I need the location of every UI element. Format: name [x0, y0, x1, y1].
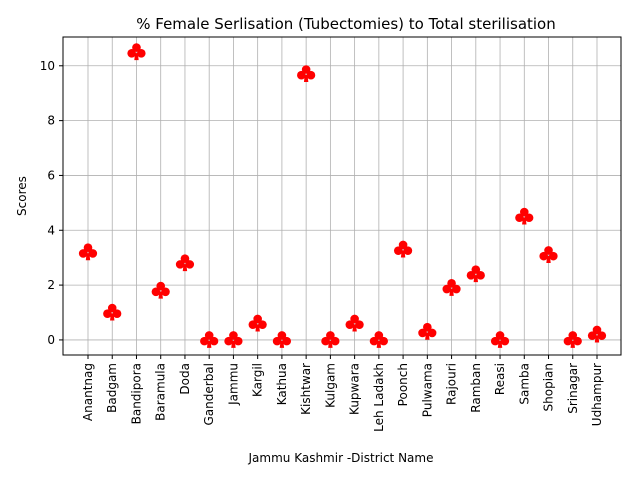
x-tick-label: Ramban — [469, 363, 483, 413]
x-tick-label: Bandipora — [129, 363, 143, 424]
x-tick-label: Pulwama — [420, 363, 434, 417]
x-tick-label: Rajouri — [445, 363, 459, 405]
x-tick-label: Kargil — [251, 363, 265, 397]
data-point-kupwara — [345, 314, 364, 332]
y-tick-label: 6 — [47, 168, 55, 182]
data-point-rajouri — [442, 279, 461, 296]
data-point-ramban — [466, 265, 485, 283]
data-point-pulwama — [418, 322, 437, 340]
plot-frame — [62, 36, 622, 356]
y-tick-label: 0 — [47, 333, 55, 347]
data-point-kulgam — [321, 331, 340, 348]
y-tick-label: 10 — [40, 59, 55, 73]
data-point-reasi — [490, 331, 510, 348]
x-tick-label: Samba — [517, 363, 531, 405]
data-point-bandipora — [127, 43, 146, 61]
x-axis-label: Jammu Kashmir -District Name — [248, 451, 434, 465]
data-point-samba — [515, 207, 534, 225]
x-tick-label: Kathua — [275, 363, 289, 405]
data-point-shopian — [539, 246, 558, 263]
chart-title: % Female Serlisation (Tubectomies) to To… — [136, 15, 556, 33]
x-tick-label: Shopian — [542, 363, 556, 411]
data-point-udhampur — [587, 325, 607, 343]
x-tick-label: Kulgam — [323, 363, 337, 408]
data-point-doda — [175, 254, 195, 272]
y-axis-ticks: 0 2 4 6 8 10 — [40, 59, 63, 347]
x-tick-label: Leh Ladakh — [372, 363, 386, 432]
data-point-poonch — [393, 240, 413, 258]
x-tick-label: Udhampur — [590, 363, 604, 426]
x-tick-label: Ganderbal — [202, 363, 216, 426]
x-tick-label: Doda — [178, 363, 192, 395]
data-point-anantnag — [78, 243, 98, 261]
x-axis-ticks: Anantnag Badgam Bandipora Baramula Doda Gande… — [81, 355, 604, 432]
x-tick-label: Kupwara — [348, 363, 362, 415]
data-point-kathua — [272, 331, 292, 348]
data-point-srinagar — [563, 331, 582, 348]
x-tick-label: Anantnag — [81, 363, 95, 421]
x-tick-label: Poonch — [396, 363, 410, 406]
data-points — [78, 43, 607, 348]
x-tick-label: Badgam — [105, 363, 119, 413]
x-tick-label: Kishtwar — [299, 363, 313, 415]
y-tick-label: 8 — [47, 114, 55, 128]
data-point-jammu — [224, 331, 243, 348]
x-tick-label: Srinagar — [566, 363, 580, 414]
data-point-leh-ladakh — [369, 331, 388, 348]
data-point-badgam — [103, 303, 122, 321]
grid-lines — [63, 37, 621, 355]
data-point-kishtwar — [297, 65, 316, 83]
data-point-kargil — [248, 314, 267, 332]
data-point-baramula — [151, 281, 170, 299]
data-point-ganderbal — [200, 331, 219, 348]
y-axis-label: Scores — [15, 176, 29, 216]
x-tick-label: Reasi — [493, 363, 507, 395]
y-tick-label: 4 — [47, 223, 55, 237]
y-tick-label: 2 — [47, 278, 55, 292]
x-tick-label: Jammu — [226, 363, 240, 406]
x-tick-label: Baramula — [154, 363, 168, 421]
